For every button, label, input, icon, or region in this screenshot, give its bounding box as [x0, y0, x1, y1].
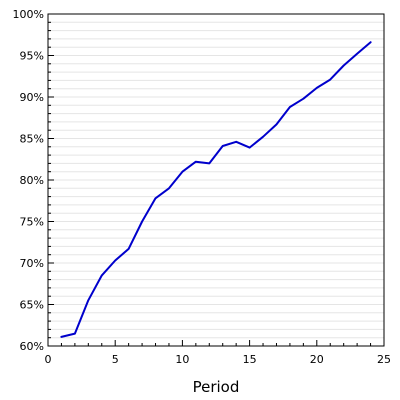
y-tick-label: 80%	[20, 174, 44, 187]
y-tick-label: 90%	[20, 91, 44, 104]
x-tick-label: 15	[243, 353, 257, 366]
y-tick-label: 100%	[13, 8, 44, 21]
x-axis-title: Period	[193, 378, 240, 396]
y-tick-label: 70%	[20, 257, 44, 270]
x-tick-label: 5	[112, 353, 119, 366]
x-tick-label: 20	[310, 353, 324, 366]
x-tick-label: 25	[377, 353, 391, 366]
y-axis: 60% 65% 70% 75% 80% 85% 90% 95% 100%	[13, 8, 54, 353]
series-line	[60, 41, 372, 338]
y-tick-label: 65%	[20, 299, 44, 312]
y-tick-label: 75%	[20, 216, 44, 229]
gridlines	[48, 21, 384, 339]
y-tick-label: 85%	[20, 133, 44, 146]
series-layer	[60, 41, 372, 338]
x-tick-label: 10	[175, 353, 189, 366]
y-tick-label: 60%	[20, 340, 44, 353]
x-tick-label: 0	[45, 353, 52, 366]
y-tick-label: 95%	[20, 50, 44, 63]
x-axis: 0 5 10 15 20 25	[45, 340, 391, 366]
